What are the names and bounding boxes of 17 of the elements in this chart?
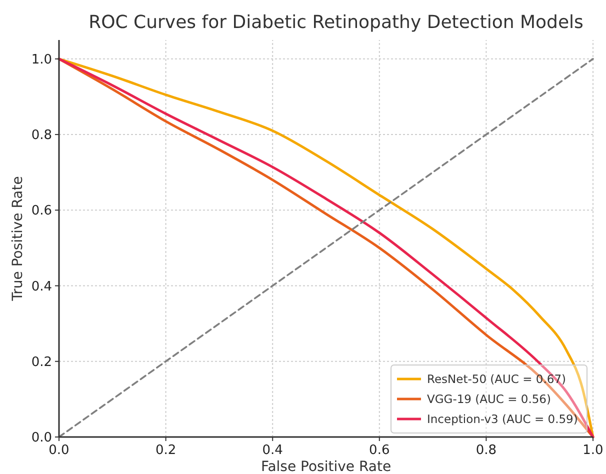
y-tick-label: 0.4 xyxy=(31,279,52,294)
y-tick-label: 0.0 xyxy=(31,430,52,446)
y-tick-label: 1.0 xyxy=(31,52,52,68)
x-axis-title: False Positive Rate xyxy=(260,459,392,474)
y-axis-title: True Positive Rate xyxy=(10,176,26,302)
x-tick-label: 0.0 xyxy=(48,443,70,458)
x-tick-label: 0.2 xyxy=(155,443,176,458)
y-tick-label: 0.2 xyxy=(31,354,52,370)
x-tick-label: 0.8 xyxy=(476,443,497,458)
legend-label: VGG-19 (AUC = 0.56) xyxy=(427,392,551,406)
y-tick-label: 0.6 xyxy=(31,204,52,219)
chart-title: ROC Curves for Diabetic Retinopathy Detection Models xyxy=(88,12,584,33)
x-tick-label: 0.6 xyxy=(369,443,390,458)
y-tick-label: 0.8 xyxy=(31,128,52,144)
x-tick-label: 1.0 xyxy=(582,443,604,458)
legend-label: Inception-v3 (AUC = 0.59) xyxy=(427,412,578,426)
x-tick-label: 0.4 xyxy=(262,443,283,458)
